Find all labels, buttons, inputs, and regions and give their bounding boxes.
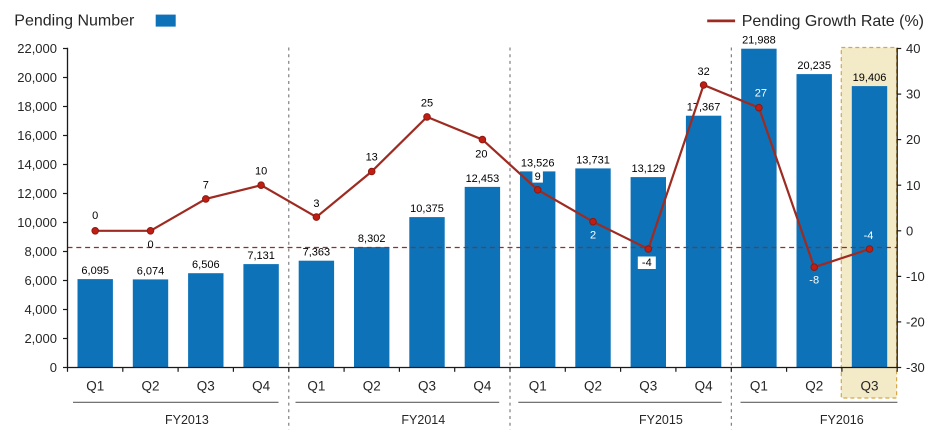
- svg-text:10: 10: [255, 165, 267, 177]
- svg-text:-8: -8: [809, 274, 819, 286]
- svg-text:12,000: 12,000: [17, 186, 57, 201]
- svg-text:6,074: 6,074: [137, 265, 165, 277]
- svg-text:9: 9: [535, 171, 541, 183]
- svg-text:22,000: 22,000: [17, 41, 57, 56]
- svg-text:-30: -30: [906, 360, 925, 375]
- svg-text:6,095: 6,095: [81, 265, 109, 277]
- svg-text:13: 13: [366, 152, 378, 164]
- svg-text:10,375: 10,375: [410, 203, 444, 215]
- svg-text:2,000: 2,000: [24, 331, 57, 346]
- svg-text:-10: -10: [906, 269, 925, 284]
- svg-text:Q1: Q1: [529, 379, 547, 394]
- svg-text:Q2: Q2: [141, 379, 159, 394]
- svg-text:0: 0: [92, 210, 98, 222]
- svg-text:21,988: 21,988: [742, 35, 776, 47]
- svg-text:2: 2: [590, 229, 596, 241]
- svg-text:0: 0: [50, 360, 57, 375]
- svg-text:40: 40: [906, 41, 920, 56]
- svg-text:FY2016: FY2016: [820, 413, 864, 427]
- svg-text:4,000: 4,000: [24, 302, 57, 317]
- svg-text:32: 32: [697, 66, 709, 78]
- svg-text:FY2015: FY2015: [639, 413, 683, 427]
- svg-text:-20: -20: [906, 315, 925, 330]
- svg-text:Q3: Q3: [860, 379, 878, 394]
- svg-text:Q3: Q3: [418, 379, 436, 394]
- svg-text:-4: -4: [642, 257, 652, 269]
- svg-text:Q3: Q3: [639, 379, 657, 394]
- svg-text:8,302: 8,302: [358, 233, 386, 245]
- svg-text:0: 0: [906, 223, 913, 238]
- svg-text:Pending Growth Rate (%): Pending Growth Rate (%): [742, 13, 924, 30]
- svg-text:FY2013: FY2013: [165, 413, 209, 427]
- svg-text:Q2: Q2: [805, 379, 823, 394]
- svg-text:20,235: 20,235: [797, 60, 831, 72]
- svg-text:7: 7: [203, 180, 209, 192]
- svg-text:Q4: Q4: [473, 379, 492, 394]
- svg-text:7,131: 7,131: [247, 250, 275, 262]
- svg-text:7,363: 7,363: [303, 247, 331, 259]
- svg-text:27: 27: [755, 87, 767, 99]
- svg-text:19,406: 19,406: [853, 72, 887, 84]
- svg-text:Q2: Q2: [584, 379, 602, 394]
- svg-text:30: 30: [906, 87, 920, 102]
- svg-text:-4: -4: [864, 230, 874, 242]
- svg-text:Q1: Q1: [307, 379, 325, 394]
- svg-text:Q1: Q1: [750, 379, 768, 394]
- svg-text:12,453: 12,453: [466, 173, 500, 185]
- svg-text:20: 20: [475, 148, 487, 160]
- svg-text:Q2: Q2: [363, 379, 381, 394]
- svg-text:16,000: 16,000: [17, 128, 57, 143]
- svg-text:8,000: 8,000: [24, 244, 57, 259]
- svg-text:20: 20: [906, 132, 920, 147]
- svg-text:10: 10: [906, 178, 920, 193]
- svg-text:FY2014: FY2014: [401, 413, 445, 427]
- svg-text:6,506: 6,506: [192, 259, 220, 271]
- svg-text:Q4: Q4: [695, 379, 714, 394]
- svg-text:0: 0: [147, 239, 153, 251]
- svg-text:Pending Number: Pending Number: [14, 12, 135, 29]
- svg-text:20,000: 20,000: [17, 70, 57, 85]
- svg-text:13,129: 13,129: [631, 163, 665, 175]
- svg-text:13,526: 13,526: [521, 157, 555, 169]
- svg-text:18,000: 18,000: [17, 99, 57, 114]
- svg-text:3: 3: [313, 198, 319, 210]
- svg-text:6,000: 6,000: [24, 273, 57, 288]
- svg-text:17,367: 17,367: [687, 102, 721, 114]
- svg-text:10,000: 10,000: [17, 215, 57, 230]
- svg-text:25: 25: [421, 98, 433, 110]
- svg-text:Q4: Q4: [252, 379, 271, 394]
- svg-text:13,731: 13,731: [576, 154, 610, 166]
- svg-text:Q1: Q1: [86, 379, 104, 394]
- svg-text:14,000: 14,000: [17, 157, 57, 172]
- svg-text:Q3: Q3: [197, 379, 215, 394]
